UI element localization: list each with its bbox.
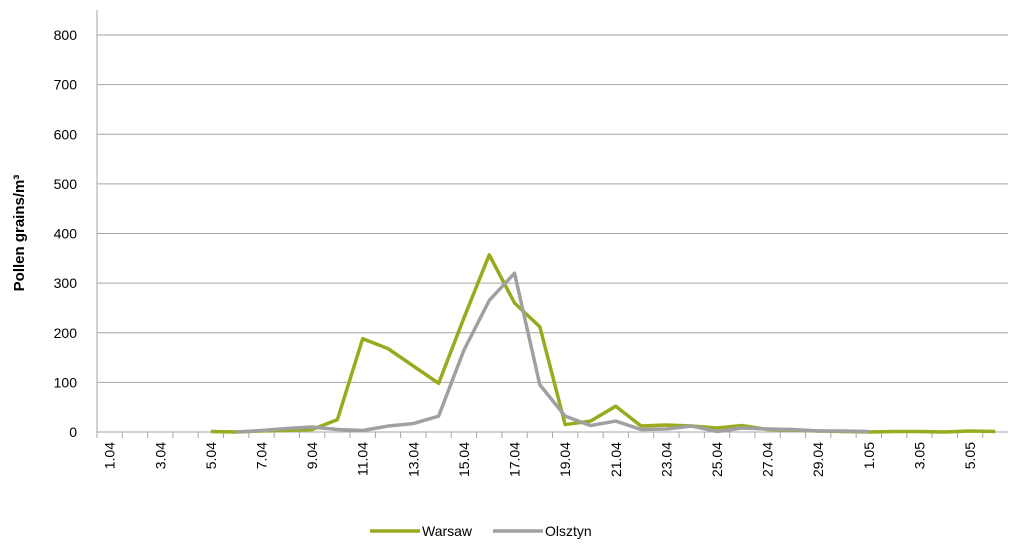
x-tick-label: 1.05 xyxy=(861,442,877,469)
x-tick-label: 25.04 xyxy=(709,442,725,477)
y-tick-label: 400 xyxy=(54,226,78,242)
x-tick-label: 3.05 xyxy=(911,442,927,469)
y-tick-label: 300 xyxy=(54,275,78,291)
y-tick-label: 700 xyxy=(54,77,78,93)
y-tick-label: 600 xyxy=(54,126,78,142)
x-tick-label: 21.04 xyxy=(608,442,624,477)
legend-label: Olsztyn xyxy=(545,523,592,539)
y-axis-label: Pollen grains/m³ xyxy=(11,175,28,292)
x-tick-label: 27.04 xyxy=(760,442,776,477)
y-tick-label: 200 xyxy=(54,325,78,341)
line-series xyxy=(210,253,996,434)
x-tick-label: 9.04 xyxy=(304,442,320,469)
y-tick-label: 800 xyxy=(54,27,78,43)
x-tick-label: 15.04 xyxy=(456,442,472,477)
x-tick-label: 13.04 xyxy=(405,442,421,477)
x-tick-label: 1.04 xyxy=(102,442,118,469)
legend-label: Warsaw xyxy=(422,523,473,539)
x-tick-label: 3.04 xyxy=(152,442,168,469)
x-tick-label: 5.04 xyxy=(203,442,219,469)
x-tick-label: 19.04 xyxy=(557,442,573,477)
x-tick-label: 7.04 xyxy=(253,442,269,469)
y-tick-label: 100 xyxy=(54,374,78,390)
line-series xyxy=(236,271,869,434)
x-tick-label: 11.04 xyxy=(355,442,371,476)
x-tick-label: 23.04 xyxy=(658,442,674,477)
x-tick-label: 5.05 xyxy=(962,442,978,469)
x-tick-label: 17.04 xyxy=(507,442,523,477)
y-tick-label: 0 xyxy=(69,424,77,440)
y-tick-label: 500 xyxy=(54,176,78,192)
x-tick-label: 29.04 xyxy=(810,442,826,477)
